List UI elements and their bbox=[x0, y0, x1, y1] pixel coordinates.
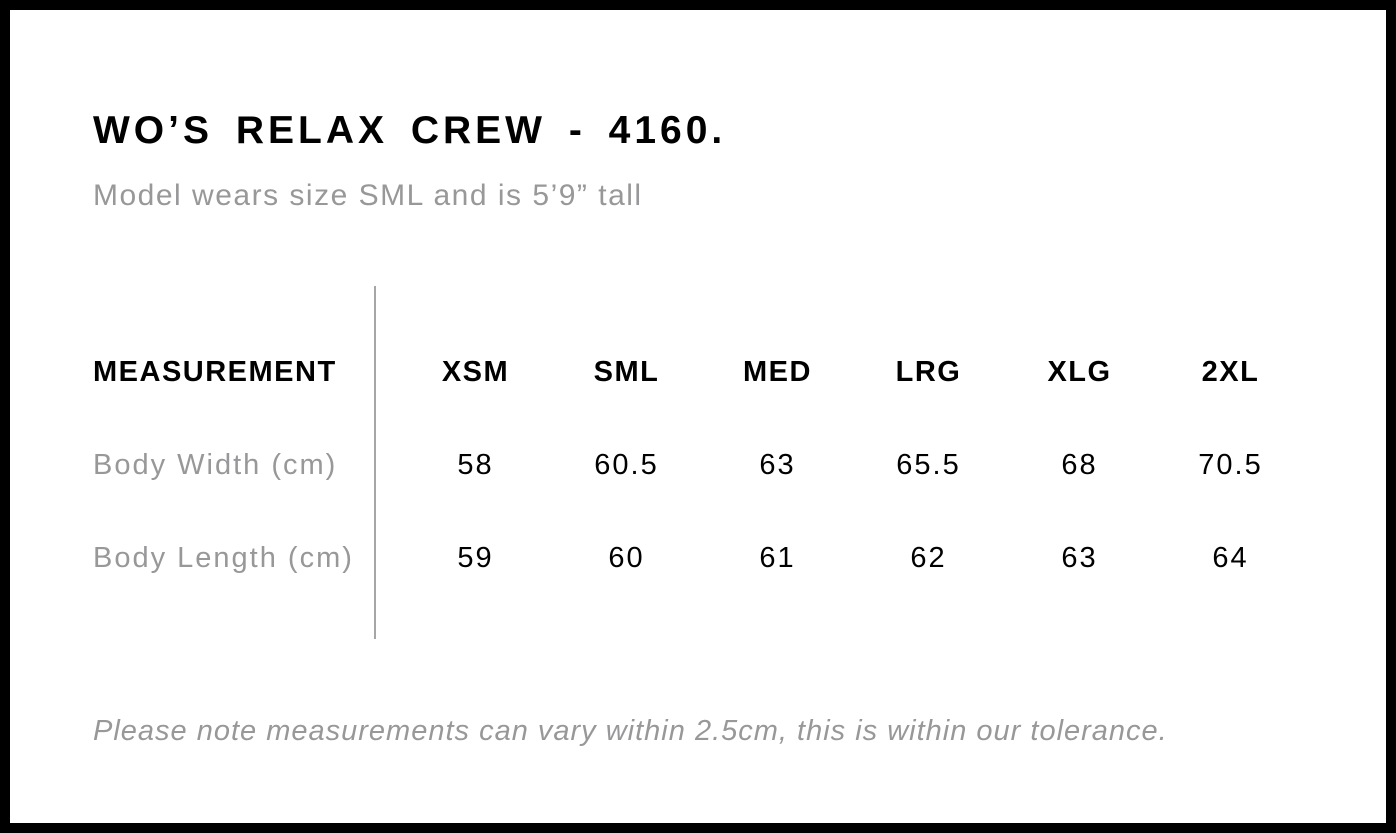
row-label-body-length: Body Length (cm) bbox=[93, 542, 354, 575]
row-label-body-width: Body Width (cm) bbox=[93, 449, 338, 482]
body-length-xlg: 63 bbox=[1061, 542, 1098, 575]
column-header-measurement: MEASUREMENT bbox=[93, 356, 337, 389]
column-header-size-xlg: XLG bbox=[1047, 356, 1112, 389]
column-header-size-xsm: XSM bbox=[441, 356, 510, 389]
column-header-size-sml: SML bbox=[593, 356, 660, 389]
body-length-xsm: 59 bbox=[457, 542, 494, 575]
size-chart-table: MEASUREMENT XSM SML MED LRG XLG 2XL Body… bbox=[93, 326, 1306, 605]
body-length-2xl: 64 bbox=[1212, 542, 1249, 575]
body-width-2xl: 70.5 bbox=[1198, 449, 1263, 482]
body-width-xlg: 68 bbox=[1061, 449, 1098, 482]
body-length-lrg: 62 bbox=[910, 542, 947, 575]
body-width-med: 63 bbox=[759, 449, 796, 482]
column-header-size-2xl: 2XL bbox=[1201, 356, 1260, 389]
body-width-lrg: 65.5 bbox=[896, 449, 961, 482]
page-title: WO’S RELAX CREW - 4160. bbox=[93, 109, 727, 152]
table-divider-line bbox=[374, 286, 376, 639]
body-width-sml: 60.5 bbox=[594, 449, 659, 482]
tolerance-note: Please note measurements can vary within… bbox=[93, 715, 1168, 747]
body-length-med: 61 bbox=[759, 542, 796, 575]
body-width-xsm: 58 bbox=[457, 449, 494, 482]
column-header-size-med: MED bbox=[743, 356, 812, 389]
body-length-sml: 60 bbox=[608, 542, 645, 575]
model-size-info: Model wears size SML and is 5’9” tall bbox=[93, 179, 643, 212]
column-header-size-lrg: LRG bbox=[895, 356, 962, 389]
